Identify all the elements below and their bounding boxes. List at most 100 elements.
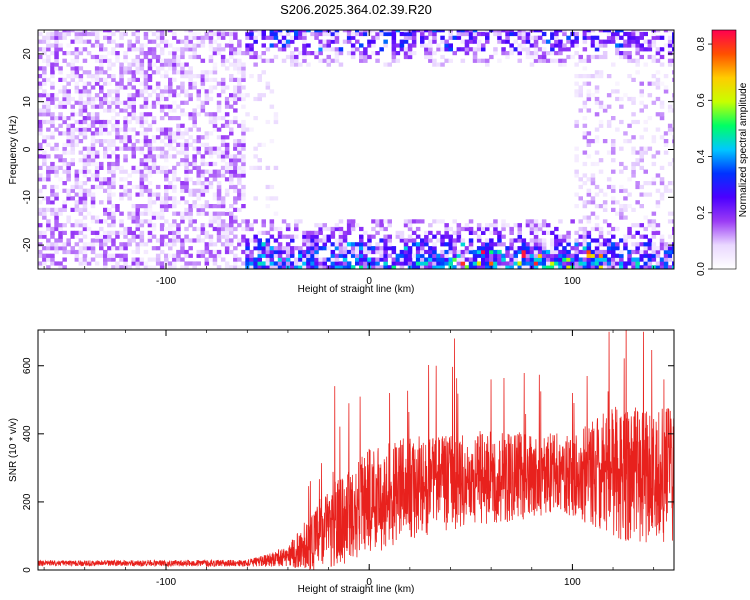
heatmap-cell [643,31,648,37]
heatmap-cell [387,242,392,247]
heatmap-cell [135,54,140,60]
heatmap-cell [586,230,592,235]
heatmap-cell [119,77,124,82]
heatmap-cell [598,74,604,79]
heatmap-cell [82,119,88,125]
heatmap-cell [558,265,563,269]
heatmap-cell [367,43,372,48]
heatmap-cell [188,204,193,209]
heatmap-cell [94,119,100,125]
heatmap-cell [554,253,559,258]
heatmap-cell [196,146,201,151]
heatmap-cell [74,200,80,205]
heatmap-cell [529,249,535,255]
heatmap-cell [611,158,616,163]
heatmap-cell [58,223,63,228]
heatmap-cell [672,211,674,216]
heatmap-cell [554,39,559,44]
heatmap-cell [334,54,340,60]
heatmap-cell [265,253,271,258]
heatmap-cell [375,261,380,266]
heatmap-cell [273,43,279,48]
heatmap-cell [46,177,51,182]
heatmap-cell [489,54,494,60]
heatmap-cell [107,58,112,63]
heatmap-cell [533,249,539,255]
heatmap-cell [456,31,462,37]
heatmap-cell [216,226,222,232]
heatmap-cell [387,223,392,228]
heatmap-cell [322,234,327,239]
heatmap-cell [94,77,100,82]
heatmap-cell [50,207,55,212]
heatmap-cell [330,39,336,44]
heatmap-cell [383,242,388,247]
heatmap-cell [440,39,445,44]
heatmap-cell [147,51,153,56]
heatmap-cell [119,265,124,269]
heatmap-cell [159,150,165,155]
heatmap-cell [58,234,63,239]
heatmap-cell [103,58,108,63]
heatmap-cell [485,31,490,37]
heatmap-cell [233,58,238,63]
heatmap-cell [611,242,616,247]
heatmap-cell [99,54,104,60]
heatmap-cell [78,31,84,37]
heatmap-cell [342,30,348,33]
heatmap-cell [529,261,535,266]
heatmap-cell [180,100,185,105]
heatmap-cell [541,230,547,235]
heatmap-cell [143,43,149,48]
heatmap-cell [310,234,315,239]
heatmap-cell [420,35,425,40]
heatmap-cell [131,127,136,132]
heatmap-cell [155,257,161,262]
heatmap-x-tick-label: -100 [156,276,176,287]
heatmap-cell [176,131,181,136]
heatmap-cell [505,54,510,60]
heatmap-cell [647,146,653,151]
heatmap-cell [562,234,567,239]
heatmap-cell [623,265,628,269]
heatmap-cell [131,165,136,170]
heatmap-cell [582,131,588,136]
heatmap-cell [127,39,132,44]
heatmap-cell [237,43,242,48]
heatmap-cell [574,154,579,159]
heatmap-cell [525,35,531,40]
heatmap-cell [574,158,579,163]
heatmap-cell [415,253,421,258]
heatmap-cell [168,204,173,209]
heatmap-cell [651,253,657,258]
heatmap-cell [464,223,470,228]
heatmap-cell [208,77,214,82]
heatmap-cell [659,100,665,105]
heatmap-cell [135,89,140,94]
heatmap-cell [245,261,250,266]
heatmap-cell [440,265,445,269]
heatmap-cell [159,62,165,67]
heatmap-cell [237,62,242,67]
heatmap-cell [261,58,266,63]
heatmap-cell [493,249,498,255]
heatmap-cell [127,127,132,132]
heatmap-cell [143,204,149,209]
heatmap-cell [212,249,218,255]
heatmap-cell [570,39,575,44]
heatmap-cell [224,246,230,251]
heatmap-cell [415,30,421,33]
heatmap-cell [651,181,657,186]
heatmap-cell [200,173,206,178]
heatmap-cell [184,43,189,48]
heatmap-cell [74,204,80,209]
heatmap-cell [440,234,445,239]
colorbar: 0.00.20.40.60.8 Normalized spectral ampl… [696,29,749,276]
heatmap-cell [464,39,470,44]
heatmap-cell [66,89,71,94]
heatmap-cell [363,265,368,269]
heatmap-cell [448,226,453,232]
heatmap-cell [497,35,502,40]
heatmap-cell [562,265,567,269]
heatmap-cell [639,100,644,105]
